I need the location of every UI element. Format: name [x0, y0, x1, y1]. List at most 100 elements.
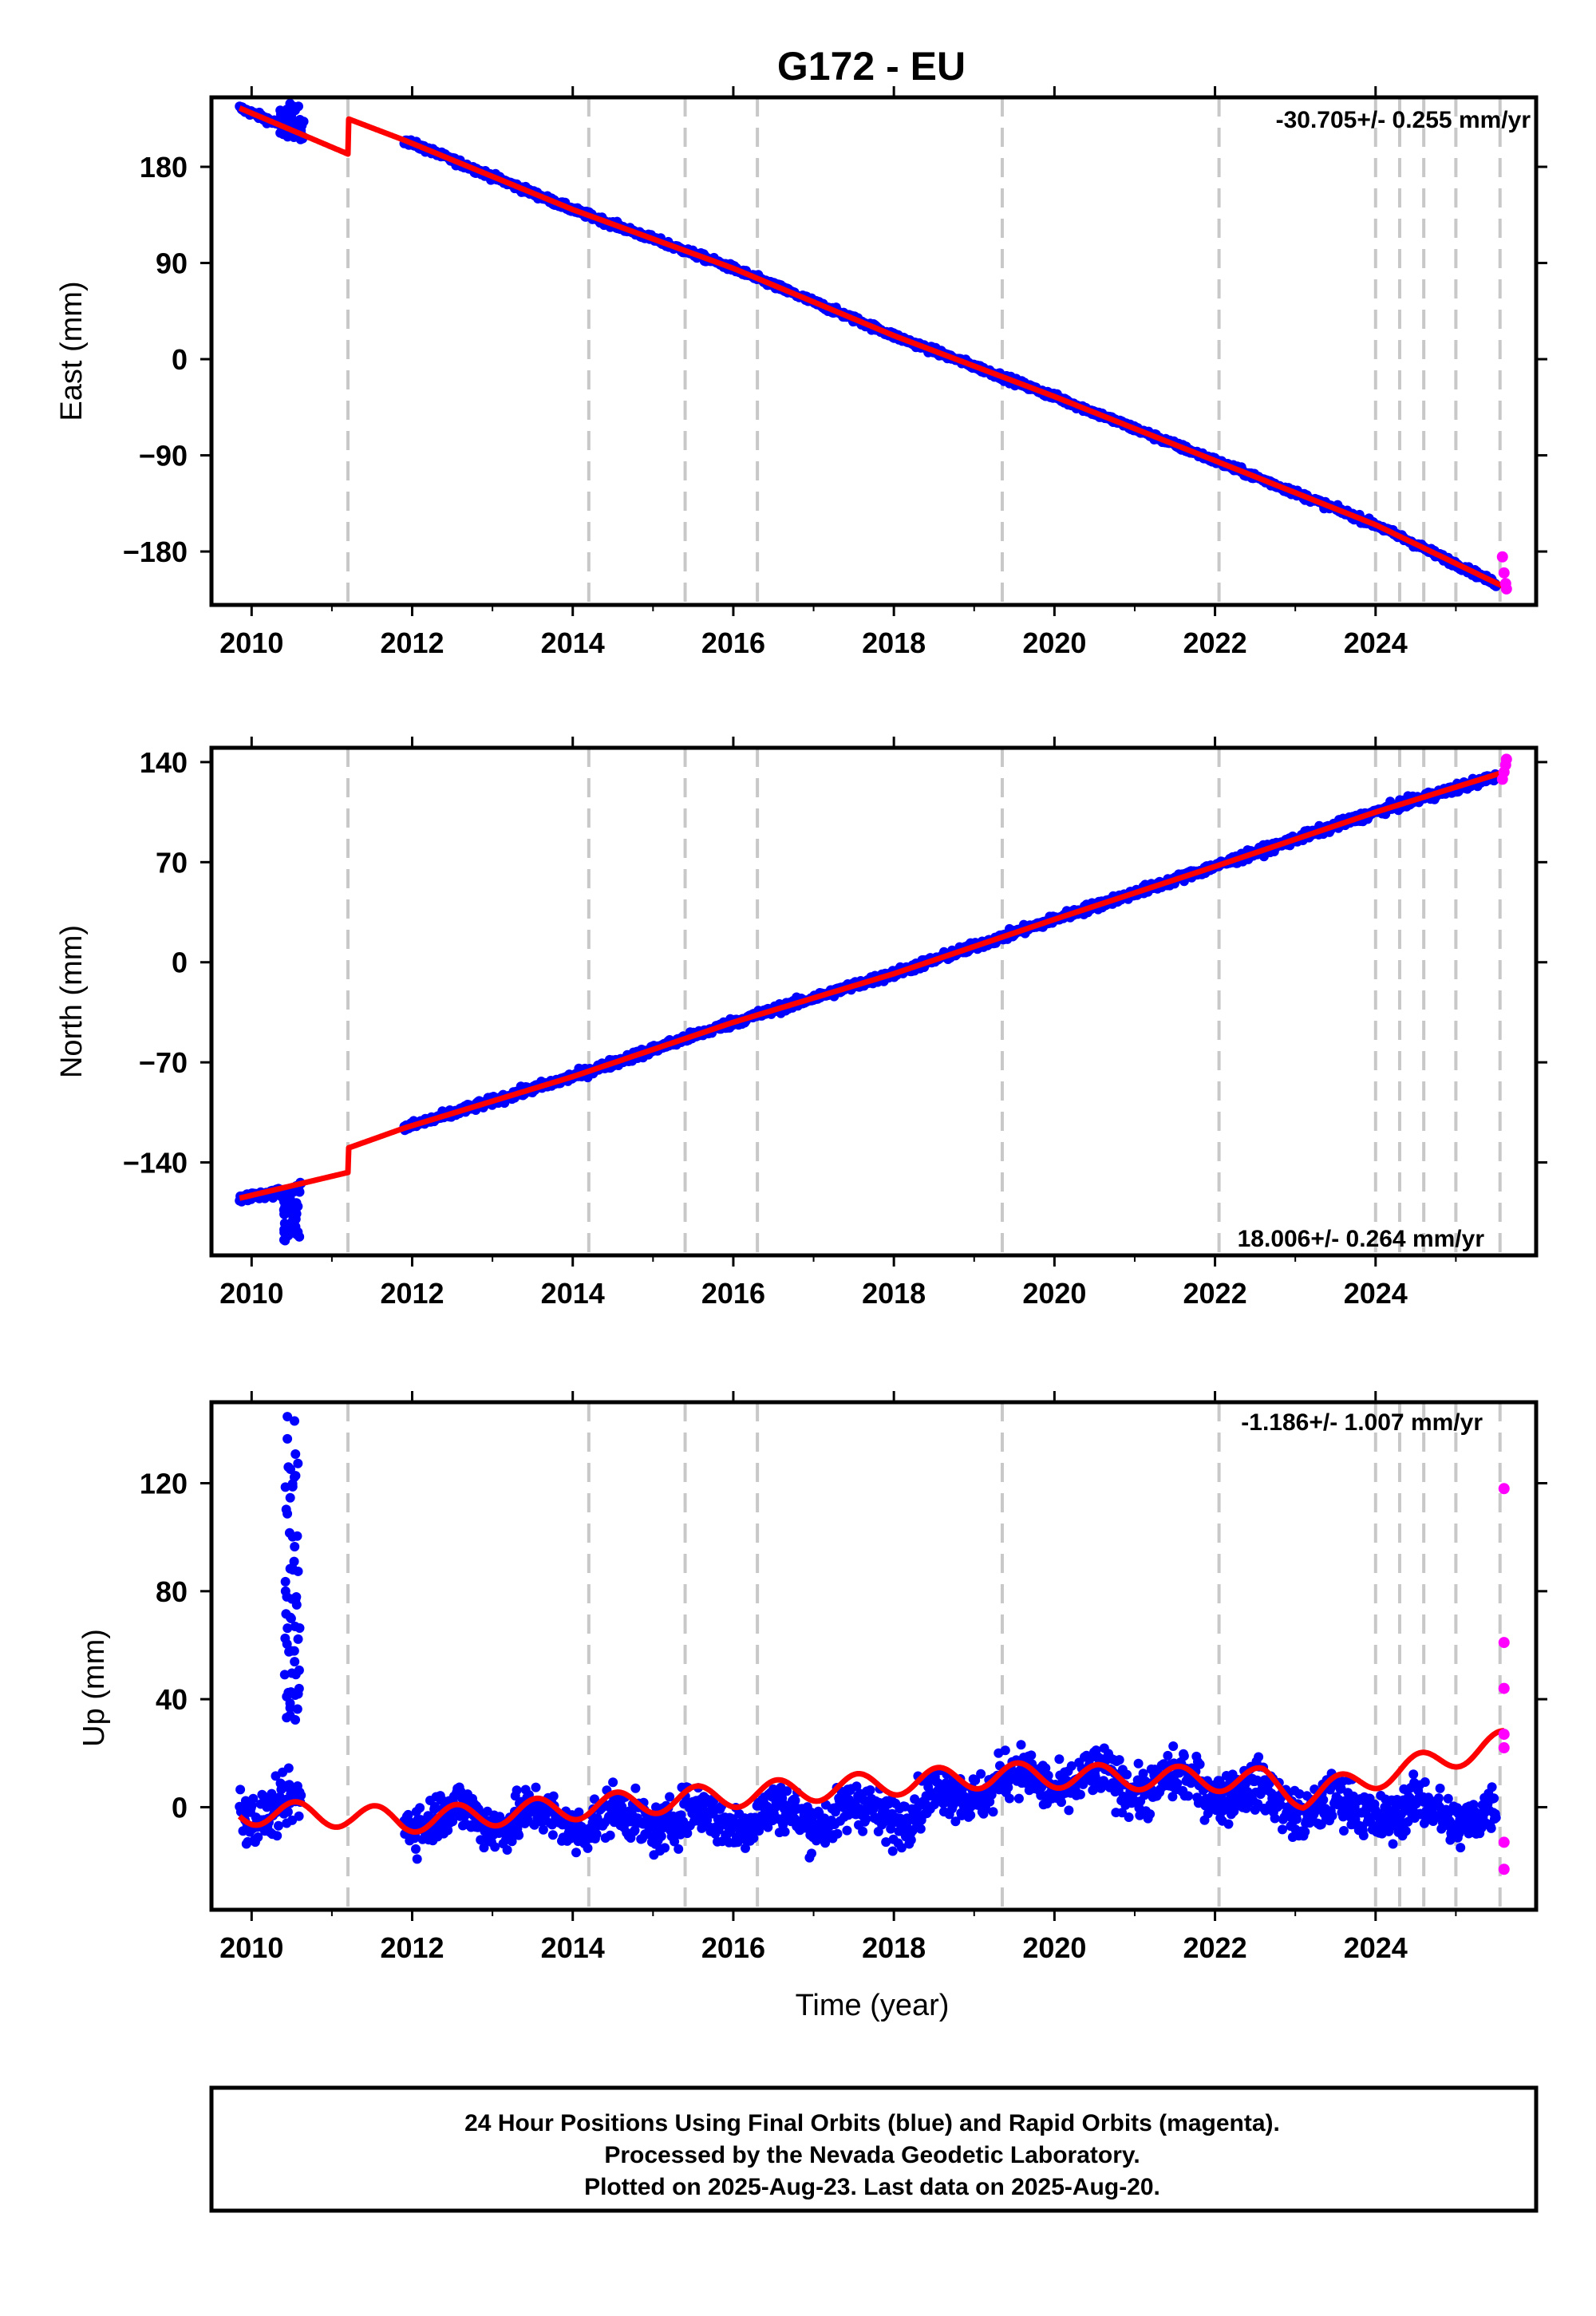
up-final-point	[1000, 1745, 1010, 1756]
up-final-point	[490, 1842, 500, 1852]
north-final-point	[294, 1187, 305, 1197]
north-panel: 2010 2012 2014 2016 2018 2020 2022 2024140700−7…	[55, 737, 1547, 1310]
north-xtick-label: 2018	[862, 1277, 926, 1310]
east-final-point	[276, 128, 286, 138]
east-final-point	[275, 105, 286, 116]
up-final-point	[1016, 1740, 1026, 1750]
north-ytick-label: −140	[123, 1147, 188, 1180]
up-final-point	[790, 1796, 800, 1806]
up-final-point	[966, 1810, 976, 1820]
up-final-point	[842, 1825, 852, 1836]
up-final-point	[415, 1803, 425, 1813]
east-xtick-label: 2012	[380, 626, 444, 659]
north-final-point	[286, 1196, 296, 1207]
east-xtick-label: 2018	[862, 626, 926, 659]
north-xtick-label: 2016	[701, 1277, 765, 1310]
up-final-point	[1064, 1805, 1074, 1816]
up-final-point	[547, 1830, 558, 1840]
east-final-points	[235, 98, 1501, 591]
north-ytick-label: −70	[139, 1046, 188, 1079]
north-marks: 2010 2012 2014 2016 2018 2020 2022 2024140700−7…	[123, 737, 1547, 1310]
east-marks: 2010 2012 2014 2016 2018 2020 2022 2024180900−9…	[123, 86, 1547, 659]
up-final-point	[235, 1784, 246, 1795]
up-final-point	[1054, 1754, 1065, 1765]
east-rapid-point	[1498, 567, 1510, 579]
east-xtick-label: 2010	[219, 626, 283, 659]
up-final-point	[887, 1846, 898, 1856]
east-ytick-label: 180	[140, 151, 188, 184]
up-final-point	[1145, 1809, 1156, 1820]
north-ytick-label: 70	[156, 846, 188, 879]
north-xtick-label: 2014	[541, 1277, 605, 1310]
up-final-points	[235, 1412, 1501, 1864]
up-final-point	[531, 1782, 541, 1792]
up-final-point	[591, 1829, 602, 1840]
up-plot-area	[235, 1402, 1510, 1910]
up-final-point	[274, 1820, 283, 1831]
chart-title: G172 - EU	[777, 44, 966, 89]
east-rapid-point	[1496, 551, 1508, 563]
up-final-point	[1168, 1741, 1179, 1751]
up-final-point	[548, 1791, 559, 1801]
up-final-point	[660, 1843, 670, 1853]
up-final-point	[296, 1790, 306, 1800]
up-final-point	[1026, 1750, 1037, 1761]
east-xtick-label: 2014	[541, 626, 605, 659]
up-final-point	[656, 1831, 666, 1841]
up-final-point	[571, 1848, 581, 1858]
north-ytick-label: 140	[140, 746, 188, 779]
east-model-line	[237, 105, 1507, 590]
up-final-point	[1179, 1751, 1189, 1761]
up-final-point	[1254, 1752, 1264, 1762]
up-final-point	[1124, 1812, 1134, 1822]
up-final-point	[1195, 1759, 1205, 1769]
north-xtick-label: 2024	[1344, 1277, 1408, 1310]
up-final-point	[1163, 1750, 1173, 1761]
up-final-point	[780, 1827, 790, 1837]
up-final-point	[411, 1844, 421, 1854]
up-final-point	[807, 1848, 816, 1859]
east-final-point	[290, 105, 300, 116]
up-final-point	[1075, 1789, 1085, 1800]
east-rapid-points	[1496, 551, 1512, 595]
up-final-point	[272, 1831, 282, 1841]
east-ytick-label: −90	[139, 440, 188, 472]
east-plot-frame	[209, 95, 1539, 607]
east-ytick-label: −180	[123, 536, 188, 568]
up-final-point	[861, 1814, 871, 1824]
north-plot-area	[235, 748, 1512, 1255]
north-ylabel: North (mm)	[55, 925, 89, 1078]
up-final-point	[858, 1826, 868, 1836]
up-final-point	[583, 1843, 593, 1853]
up-final-point	[915, 1824, 926, 1834]
up-final-point	[1183, 1791, 1193, 1801]
up-final-point	[906, 1835, 916, 1845]
up-final-point	[502, 1845, 512, 1855]
up-final-point	[1223, 1819, 1234, 1829]
up-final-point	[674, 1844, 684, 1854]
up-final-point	[538, 1824, 548, 1835]
east-rate-label: -30.705+/- 0.255 mm/yr	[1276, 107, 1531, 133]
up-final-point	[988, 1807, 998, 1817]
east-xtick-label: 2016	[701, 626, 765, 659]
north-xtick-label: 2012	[380, 1277, 444, 1310]
up-panel: 2010 2012 2014 2016 2018 2020 2022 202412080400…	[77, 1391, 1547, 2022]
north-final-point	[286, 1223, 296, 1234]
up-final-point	[514, 1830, 524, 1840]
east-xtick-label: 2024	[1344, 626, 1408, 659]
up-final-point	[512, 1785, 522, 1796]
up-final-point	[294, 1811, 304, 1821]
east-panel: 2010 2012 2014 2016 2018 2020 2022 2024180900−9…	[55, 86, 1547, 659]
east-ylabel: East (mm)	[55, 281, 89, 421]
north-rapid-point	[1500, 753, 1512, 765]
north-rate-label: 18.006+/- 0.264 mm/yr	[1238, 1226, 1485, 1252]
north-xtick-label: 2010	[219, 1277, 283, 1310]
up-final-point	[608, 1777, 618, 1788]
up-final-point	[412, 1854, 422, 1864]
north-final-point	[288, 1212, 298, 1223]
up-final-point	[1013, 1793, 1024, 1804]
east-xtick-label: 2020	[1022, 626, 1086, 659]
north-xtick-label: 2020	[1022, 1277, 1086, 1310]
